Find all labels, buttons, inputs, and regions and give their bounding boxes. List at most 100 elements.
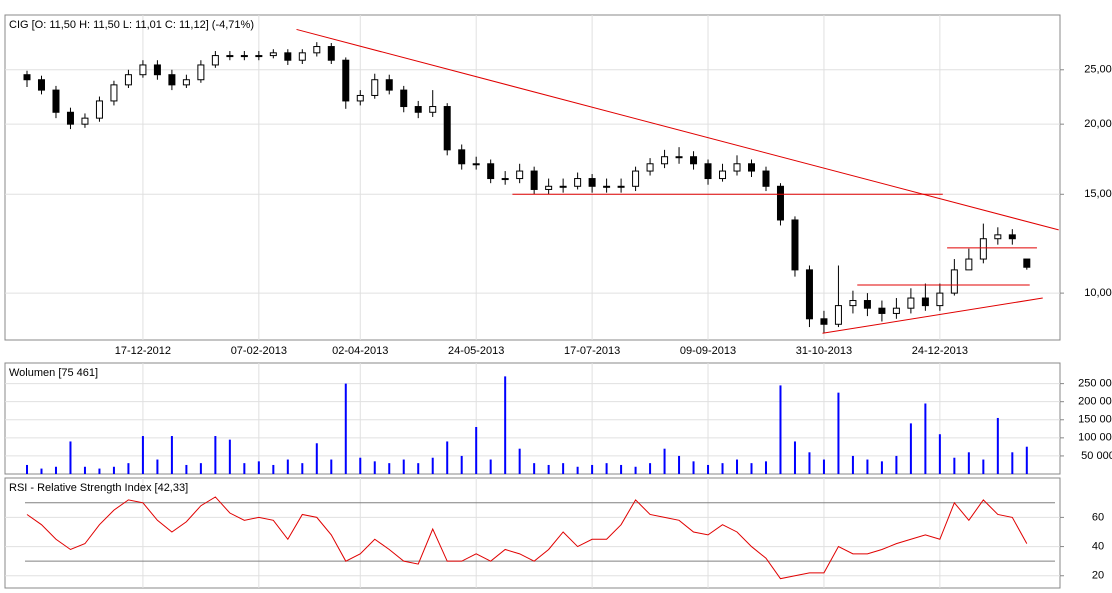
volume-bar xyxy=(431,457,434,474)
candle-body xyxy=(66,111,74,125)
y-tick-label: 15,00 xyxy=(1084,188,1112,200)
candle-body xyxy=(472,163,480,166)
candle-body xyxy=(124,74,132,86)
x-tick-label: 24-05-2013 xyxy=(448,345,504,357)
y-tick-label: 40 xyxy=(1092,540,1104,552)
candle-body xyxy=(559,185,567,188)
volume-bar xyxy=(417,463,420,474)
volume-bar xyxy=(591,464,594,474)
candle-body xyxy=(414,106,422,113)
candle-body xyxy=(994,234,1002,240)
volume-bar xyxy=(54,466,57,474)
y-tick-label: 20 xyxy=(1092,570,1104,582)
volume-bar xyxy=(678,455,681,474)
volume-bar xyxy=(257,461,260,474)
candle-body xyxy=(1023,258,1031,268)
candle-body xyxy=(240,55,248,58)
candle-body xyxy=(675,156,683,159)
volume-bar xyxy=(98,468,101,474)
candle-body xyxy=(327,46,335,61)
y-tick-label: 150 000 xyxy=(1078,414,1112,426)
candle-body xyxy=(921,297,929,307)
volume-bar xyxy=(822,459,825,474)
candle-body xyxy=(255,55,263,58)
candle-body xyxy=(878,307,886,314)
volume-bar xyxy=(692,461,695,474)
x-tick-label: 31-10-2013 xyxy=(796,345,852,357)
volume-bar xyxy=(634,466,637,474)
candle-body xyxy=(805,269,813,320)
candle-body xyxy=(791,219,799,271)
volume-bar xyxy=(793,441,796,474)
rsi-panel xyxy=(4,477,1061,589)
volume-bar xyxy=(663,448,666,474)
candle-body xyxy=(863,300,871,309)
volume-bar xyxy=(330,459,333,474)
candle-body xyxy=(269,52,277,57)
volume-bar xyxy=(170,436,173,474)
volume-bar xyxy=(909,423,912,474)
volume-bar xyxy=(228,439,231,474)
x-tick-label: 09-09-2013 xyxy=(680,345,736,357)
y-tick-label: 10,00 xyxy=(1084,287,1112,299)
volume-bar xyxy=(707,464,710,474)
volume-bar xyxy=(504,376,507,474)
candle-body xyxy=(516,170,524,180)
candle-body xyxy=(661,156,669,165)
candle-body xyxy=(168,74,176,86)
volume-bar xyxy=(40,468,43,474)
panel-title: CIG [O: 11,50 H: 11,50 L: 11,01 C: 11,12… xyxy=(9,19,254,31)
candle-body xyxy=(458,149,466,165)
volume-bar xyxy=(518,448,521,474)
candle-body xyxy=(530,170,538,190)
candle-body xyxy=(400,89,408,108)
volume-bar xyxy=(982,459,985,474)
volume-bar xyxy=(315,443,318,474)
volume-bar xyxy=(620,464,623,474)
volume-bar xyxy=(286,459,289,474)
volume-bar xyxy=(779,385,782,474)
candle-body xyxy=(52,89,60,113)
volume-bar xyxy=(967,452,970,474)
volume-bar xyxy=(402,459,405,474)
volume-bar xyxy=(214,436,217,474)
volume-bar xyxy=(605,463,608,474)
volume-bar xyxy=(344,383,347,474)
candle-body xyxy=(979,238,987,260)
candle-body xyxy=(1008,234,1016,240)
volume-bar xyxy=(924,403,927,474)
volume-bar xyxy=(446,441,449,474)
volume-bar xyxy=(996,417,999,474)
candle-body xyxy=(892,307,900,314)
volume-bar xyxy=(26,464,28,474)
candle-body xyxy=(153,64,161,76)
volume-bar xyxy=(475,426,478,474)
volume-bar xyxy=(185,464,188,474)
candle-body xyxy=(356,94,364,102)
candle-body xyxy=(704,163,712,180)
candle-body xyxy=(284,52,292,61)
volume-bar xyxy=(953,457,956,474)
volume-bar xyxy=(895,455,898,474)
volume-bar xyxy=(736,459,739,474)
volume-bar xyxy=(721,463,724,474)
candle-body xyxy=(371,79,379,96)
candle-body xyxy=(487,163,495,180)
candle-body xyxy=(719,170,727,180)
trendline xyxy=(822,297,1043,334)
volume-bar xyxy=(1025,446,1028,474)
panel-title: Wolumen [75 461] xyxy=(9,367,98,379)
volume-bar xyxy=(301,463,304,474)
candle-body xyxy=(936,292,944,307)
volume-bar xyxy=(837,392,840,474)
y-tick-label: 250 000 xyxy=(1078,378,1112,390)
candle-body xyxy=(37,79,45,91)
volume-bar xyxy=(83,466,86,474)
volume-bar xyxy=(880,461,883,474)
volume-bar xyxy=(112,466,115,474)
volume-bar xyxy=(547,464,550,474)
candle-body xyxy=(690,156,698,165)
x-tick-label: 17-07-2013 xyxy=(564,345,620,357)
candle-body xyxy=(313,46,321,54)
